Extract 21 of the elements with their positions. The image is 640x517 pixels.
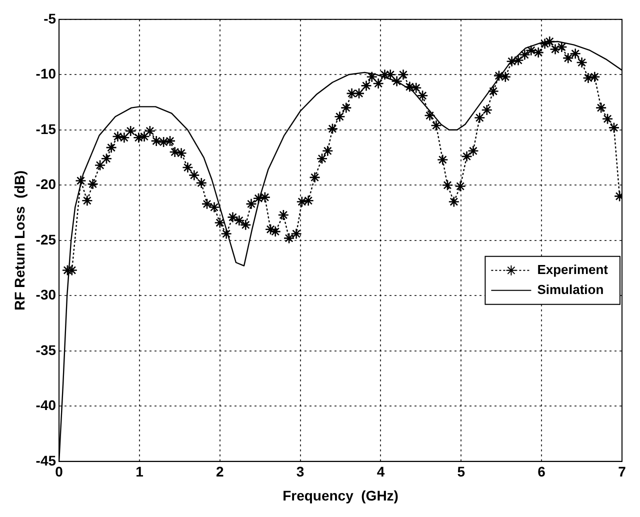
y-tick-label: -15 [36, 120, 56, 137]
y-tick-label: -10 [36, 66, 56, 82]
y-tick-label: -30 [36, 286, 56, 303]
x-tick-label: 7 [618, 464, 626, 480]
x-axis-title: Frequency (GHz) [282, 487, 398, 504]
x-tick-label: 2 [216, 464, 224, 480]
x-tick-label: 0 [55, 464, 64, 480]
x-tick-label: 1 [136, 464, 144, 480]
y-tick-label: -35 [36, 342, 56, 358]
x-tick-label: 4 [376, 464, 385, 480]
x-tick-label: 5 [457, 464, 466, 480]
y-tick-label: -25 [36, 231, 56, 248]
legend-label: Experiment [537, 262, 609, 277]
y-tick-label: -5 [44, 10, 56, 26]
y-axis-title: RF Return Loss (dB) [11, 170, 28, 310]
x-tick-label: 6 [538, 464, 546, 480]
y-tick-label: -45 [36, 452, 56, 468]
legend-label: Simulation [537, 282, 604, 297]
y-tick-label: -40 [36, 397, 56, 414]
y-tick-label: -20 [36, 176, 56, 192]
x-tick-label: 3 [296, 464, 304, 480]
